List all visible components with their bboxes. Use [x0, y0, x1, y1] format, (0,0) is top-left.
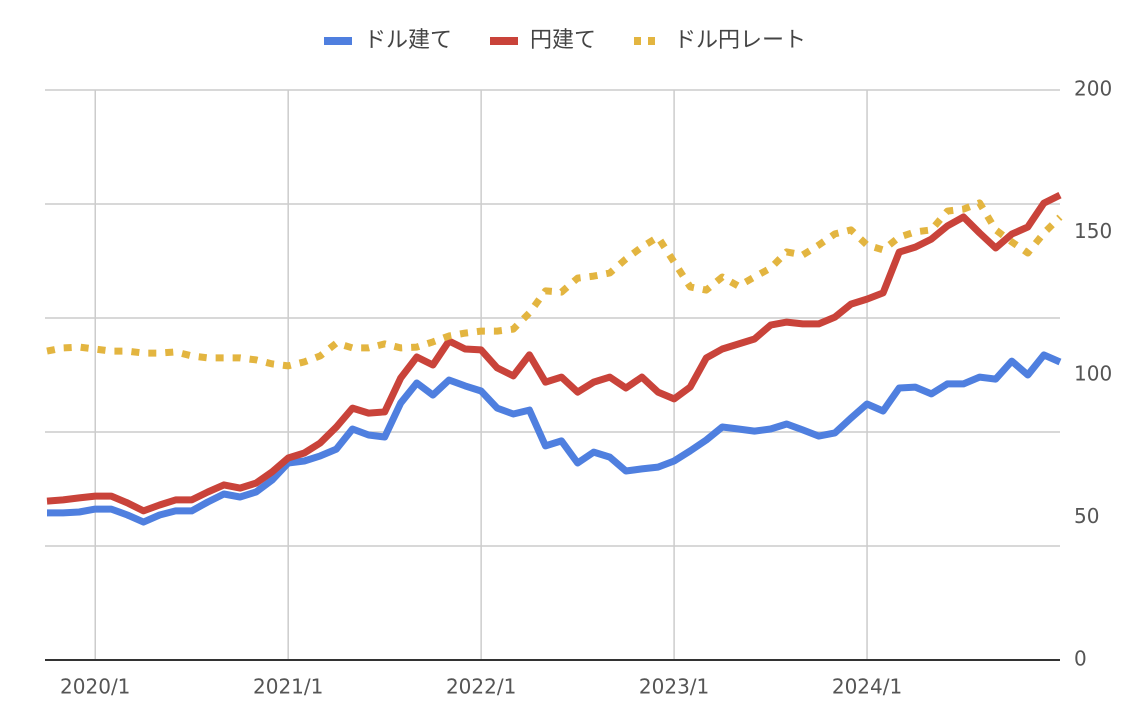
line-series [47, 351, 1062, 526]
x-tick-label: 2023/1 [639, 675, 709, 699]
line-series [46, 199, 1063, 370]
line-series [46, 191, 1062, 515]
y2-tick-label: 50 [1074, 504, 1099, 528]
legend-label: 円建て [530, 28, 596, 53]
x-tick-label: 2020/1 [60, 675, 130, 699]
legend-label: ドル建て [364, 28, 452, 53]
y2-tick-label: 100 [1074, 362, 1112, 386]
x-tick-label: 2024/1 [832, 675, 902, 699]
y2-tick-label: 0 [1074, 647, 1087, 671]
x-tick-label: 2022/1 [446, 675, 516, 699]
y2-tick-label: 200 [1074, 77, 1112, 101]
legend-label: ドル円レート [674, 28, 806, 53]
y2-tick-label: 150 [1074, 219, 1112, 243]
x-tick-label: 2021/1 [253, 675, 323, 699]
